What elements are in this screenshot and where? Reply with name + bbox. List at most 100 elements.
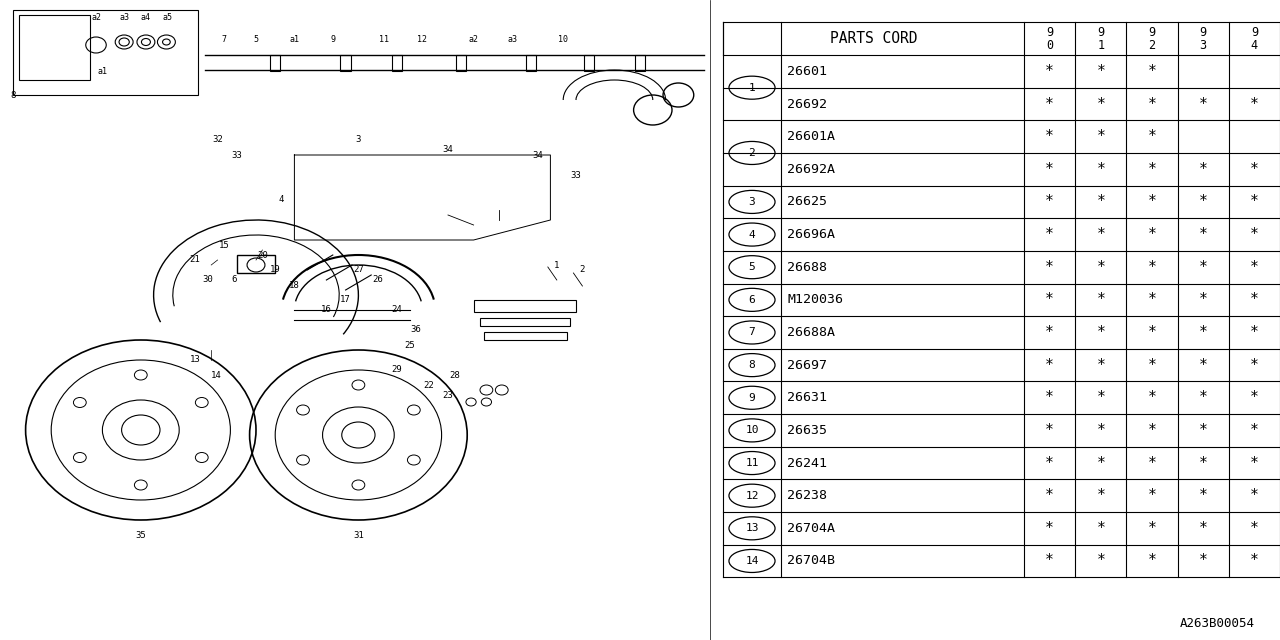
Text: *: * [1199, 488, 1207, 503]
Text: *: * [1199, 456, 1207, 470]
Text: *: * [1097, 260, 1105, 275]
Text: a2: a2 [91, 13, 101, 22]
Text: *: * [1251, 195, 1258, 209]
Text: 19: 19 [270, 266, 280, 275]
Text: *: * [1251, 227, 1258, 242]
Text: 21: 21 [189, 255, 200, 264]
Text: *: * [1199, 162, 1207, 177]
Text: *: * [1046, 423, 1053, 438]
Text: 34: 34 [443, 145, 453, 154]
Text: 22: 22 [424, 381, 434, 390]
Text: *: * [1251, 260, 1258, 275]
Bar [340, 55, 351, 71]
Text: 26704A: 26704A [787, 522, 836, 535]
Text: *: * [1097, 195, 1105, 209]
Bar [526, 55, 536, 71]
Text: 33: 33 [232, 150, 242, 159]
Bar [237, 255, 275, 273]
Text: 8: 8 [10, 90, 15, 99]
Text: 9
3: 9 3 [1199, 26, 1207, 52]
Text: *: * [1097, 227, 1105, 242]
Text: a1: a1 [289, 35, 300, 45]
Text: 26688: 26688 [787, 260, 827, 274]
Text: 36: 36 [411, 326, 421, 335]
Text: 6: 6 [232, 275, 237, 285]
Text: a2: a2 [468, 35, 479, 45]
Text: *: * [1199, 554, 1207, 568]
Text: 8: 8 [749, 360, 755, 370]
Text: 23: 23 [443, 390, 453, 399]
Text: *: * [1148, 423, 1156, 438]
Text: a3: a3 [119, 13, 129, 22]
Text: *: * [1097, 521, 1105, 536]
Text: 26601: 26601 [787, 65, 827, 78]
Text: 34: 34 [532, 150, 543, 159]
Text: 33: 33 [571, 170, 581, 179]
Bar [392, 55, 402, 71]
Text: *: * [1097, 162, 1105, 177]
Text: *: * [1251, 521, 1258, 536]
Bar [19, 15, 90, 80]
Text: 25: 25 [404, 340, 415, 349]
Text: *: * [1251, 554, 1258, 568]
Text: *: * [1251, 358, 1258, 372]
Text: *: * [1199, 521, 1207, 536]
Text: 9
1: 9 1 [1097, 26, 1105, 52]
Text: *: * [1148, 390, 1156, 405]
Text: *: * [1046, 456, 1053, 470]
Text: 6: 6 [749, 295, 755, 305]
Text: 28: 28 [449, 371, 460, 380]
Text: *: * [1199, 195, 1207, 209]
Text: *: * [1046, 488, 1053, 503]
Text: *: * [1199, 358, 1207, 372]
Text: 2: 2 [580, 266, 585, 275]
Text: 9
4: 9 4 [1251, 26, 1258, 52]
Text: a4: a4 [141, 13, 151, 22]
Text: *: * [1097, 423, 1105, 438]
Text: 26601A: 26601A [787, 130, 836, 143]
Text: *: * [1199, 390, 1207, 405]
Text: 26692A: 26692A [787, 163, 836, 176]
Text: *: * [1097, 129, 1105, 144]
Text: 13: 13 [745, 524, 759, 533]
Text: *: * [1046, 358, 1053, 372]
Text: a3: a3 [507, 35, 517, 45]
Text: 11: 11 [379, 35, 389, 45]
Text: 26697: 26697 [787, 358, 827, 372]
Text: a1: a1 [97, 67, 108, 77]
Bar [270, 55, 280, 71]
Text: 26625: 26625 [787, 195, 827, 209]
Text: 26241: 26241 [787, 456, 827, 470]
Text: 9: 9 [749, 393, 755, 403]
Text: *: * [1251, 162, 1258, 177]
Text: *: * [1251, 390, 1258, 405]
Bar [584, 55, 594, 71]
Text: 12: 12 [745, 491, 759, 500]
Text: *: * [1097, 325, 1105, 340]
Text: *: * [1046, 260, 1053, 275]
Text: *: * [1148, 162, 1156, 177]
Text: 26635: 26635 [787, 424, 827, 437]
Text: 7: 7 [221, 35, 227, 45]
Text: *: * [1251, 488, 1258, 503]
Text: *: * [1148, 521, 1156, 536]
Text: 3: 3 [749, 197, 755, 207]
Text: *: * [1097, 358, 1105, 372]
Text: 4: 4 [749, 230, 755, 239]
Text: *: * [1148, 260, 1156, 275]
Text: *: * [1199, 97, 1207, 111]
Text: M120036: M120036 [787, 293, 844, 307]
Text: 10: 10 [745, 426, 759, 435]
Text: 18: 18 [289, 280, 300, 289]
Text: PARTS CORD: PARTS CORD [829, 31, 918, 46]
Text: *: * [1097, 97, 1105, 111]
Text: *: * [1148, 129, 1156, 144]
Text: *: * [1046, 195, 1053, 209]
Text: *: * [1097, 64, 1105, 79]
Text: *: * [1148, 554, 1156, 568]
Text: 11: 11 [745, 458, 759, 468]
Text: 14: 14 [211, 371, 221, 380]
Text: *: * [1046, 162, 1053, 177]
Text: *: * [1148, 488, 1156, 503]
Text: 26696A: 26696A [787, 228, 836, 241]
